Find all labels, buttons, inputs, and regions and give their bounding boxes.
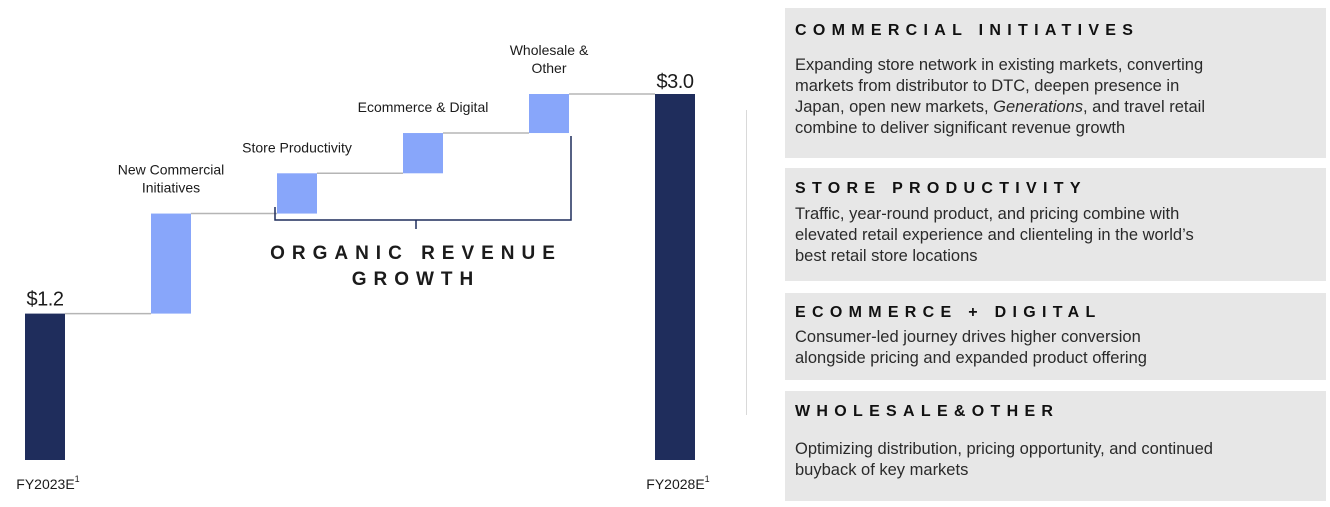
step-label: Store Productivity <box>242 139 352 155</box>
step-label: Ecommerce & Digital <box>358 99 489 115</box>
panel-text: , and travel retail <box>1083 98 1205 116</box>
panel-body-line: buyback of key markets <box>795 460 1316 481</box>
organic-growth-label: GROWTH <box>352 269 481 290</box>
panel-text: Expanding store network in existing mark… <box>795 56 1204 74</box>
panel-text: alongside pricing and expanded product o… <box>795 349 1147 367</box>
end-total-bar <box>655 94 695 460</box>
end-category-label-superscript: 1 <box>705 474 710 484</box>
panel-body-line: Traffic, year-round product, and pricing… <box>795 204 1316 225</box>
panel-text: Consumer-led journey drives higher conve… <box>795 328 1141 346</box>
panel-title: COMMERCIAL INITIATIVES <box>795 22 1140 39</box>
panel-text: markets from distributor to DTC, deepen … <box>795 77 1180 95</box>
panel-text: Japan, open new markets, <box>795 98 994 116</box>
start-value-label: $1.2 <box>27 289 64 311</box>
panel-body-line: Japan, open new markets, Generations, an… <box>795 97 1316 118</box>
panel-title: STORE PRODUCTIVITY <box>795 180 1087 197</box>
panel-ecommerce-digital: ECOMMERCE + DIGITAL Consumer-led journey… <box>785 293 1326 380</box>
panel-body: Consumer-led journey drives higher conve… <box>795 327 1316 369</box>
step-label: Initiatives <box>142 180 200 196</box>
start-category-label-superscript: 1 <box>75 474 80 484</box>
panel-body: Expanding store network in existing mark… <box>795 55 1316 139</box>
end-value-label: $3.0 <box>657 71 694 93</box>
panel-body-line: Consumer-led journey drives higher conve… <box>795 327 1316 348</box>
start-total-bar <box>25 313 65 460</box>
step-bar <box>151 213 191 314</box>
start-category-label: FY2023E1 <box>16 474 79 492</box>
panel-body-line: best retail store locations <box>795 246 1316 267</box>
panel-text: combine to deliver significant revenue g… <box>795 119 1126 137</box>
step-bar <box>403 133 443 174</box>
end-category-label: FY2028E1 <box>646 474 709 492</box>
panel-text: Traffic, year-round product, and pricing… <box>795 205 1180 223</box>
panel-body-line: Expanding store network in existing mark… <box>795 55 1316 76</box>
panel-body-line: alongside pricing and expanded product o… <box>795 348 1316 369</box>
panel-commercial-initiatives: COMMERCIAL INITIATIVES Expanding store n… <box>785 8 1326 158</box>
step-bar <box>277 173 317 214</box>
panel-body: Optimizing distribution, pricing opportu… <box>795 439 1316 481</box>
panel-text: best retail store locations <box>795 247 978 265</box>
panel-body-line: combine to deliver significant revenue g… <box>795 118 1316 139</box>
panel-body-line: elevated retail experience and clienteli… <box>795 225 1316 246</box>
panel-body-line: markets from distributor to DTC, deepen … <box>795 76 1316 97</box>
panel-text: elevated retail experience and clienteli… <box>795 226 1194 244</box>
panel-store-productivity: STORE PRODUCTIVITY Traffic, year-round p… <box>785 168 1326 281</box>
panel-body-line: Optimizing distribution, pricing opportu… <box>795 439 1316 460</box>
end-category-label-text: FY2028E <box>646 476 704 492</box>
panel-text: Optimizing distribution, pricing opportu… <box>795 440 1213 458</box>
panel-wholesale-other: WHOLESALE&OTHER Optimizing distribution,… <box>785 391 1326 501</box>
organic-growth-label: ORGANIC REVENUE <box>270 243 562 264</box>
panel-text: buyback of key markets <box>795 461 969 479</box>
waterfall-chart: $1.2 $3.0 New Commercial Initiatives Store P… <box>16 42 709 492</box>
step-label: Other <box>531 60 566 76</box>
organic-growth-bracket <box>274 136 572 221</box>
start-category-label-text: FY2023E <box>16 476 74 492</box>
panel-text-italic: Generations <box>993 98 1084 116</box>
step-label: New Commercial <box>118 162 225 178</box>
panel-body: Traffic, year-round product, and pricing… <box>795 204 1316 267</box>
vertical-divider <box>746 110 747 415</box>
step-bar <box>529 94 569 134</box>
panel-title: WHOLESALE&OTHER <box>795 403 1060 420</box>
panel-title: ECOMMERCE + DIGITAL <box>795 304 1102 321</box>
step-label: Wholesale & <box>510 42 589 58</box>
